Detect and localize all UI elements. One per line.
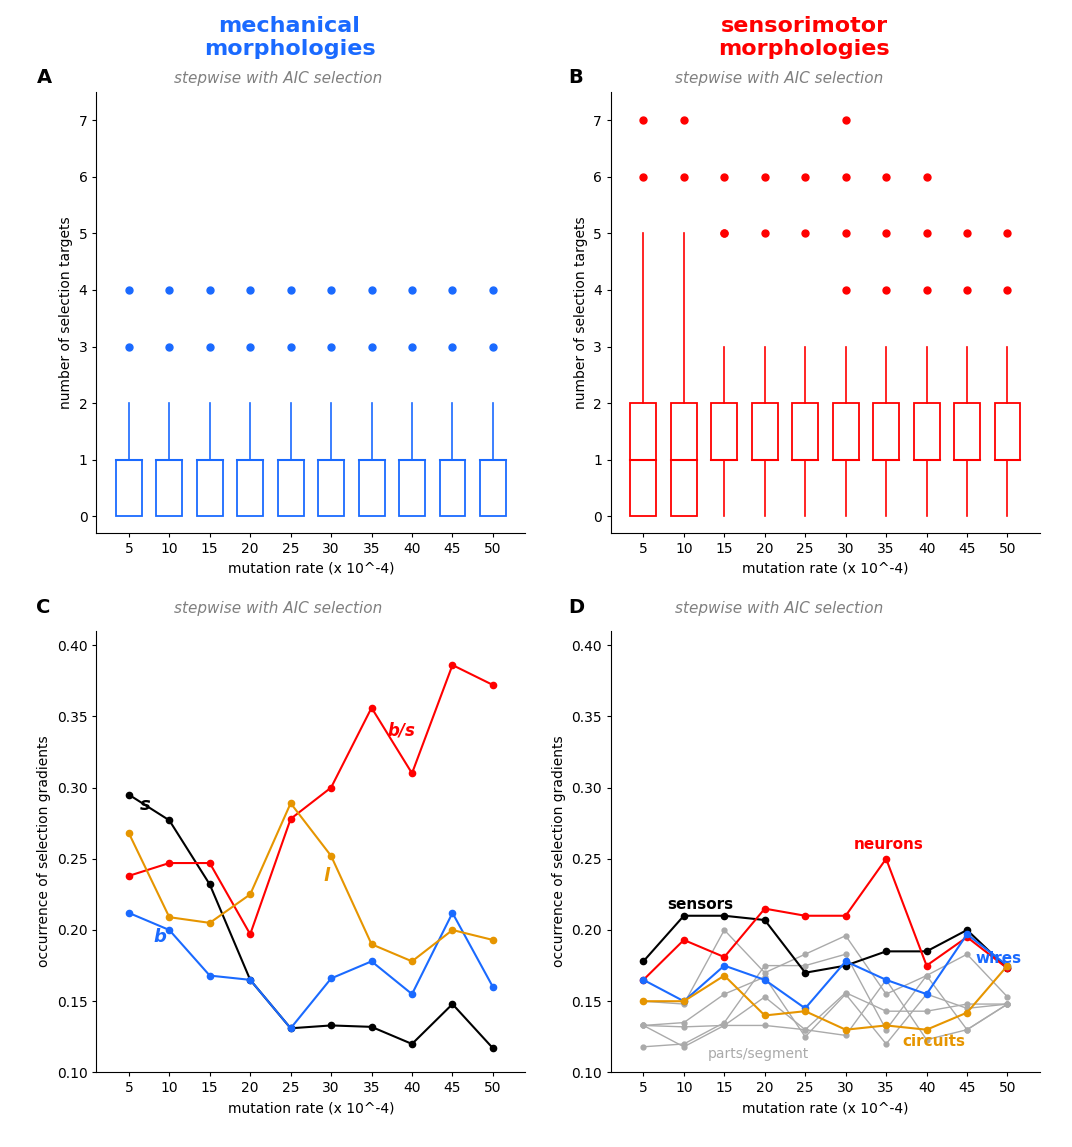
Bar [751,403,777,460]
Bar [399,460,425,516]
Text: stepwise with AIC selection: stepwise with AIC selection [675,601,883,616]
Bar [913,403,939,460]
Text: neurons: neurons [853,837,924,852]
Text: b/s: b/s [388,721,416,740]
Text: D: D [568,599,584,617]
Bar [359,460,385,516]
Bar [712,403,738,460]
Bar [440,460,465,516]
Y-axis label: occurrence of selection gradients: occurrence of selection gradients [552,736,566,967]
Text: mechanical
morphologies: mechanical morphologies [204,16,375,58]
Bar [157,460,182,516]
Text: stepwise with AIC selection: stepwise with AIC selection [675,71,883,86]
Bar [874,403,899,460]
X-axis label: mutation rate (x 10^-4): mutation rate (x 10^-4) [742,562,909,576]
Text: circuits: circuits [903,1033,965,1048]
Text: l: l [323,867,329,884]
Text: C: C [36,599,50,617]
Bar [480,460,506,516]
Bar [995,403,1021,460]
X-axis label: mutation rate (x 10^-4): mutation rate (x 10^-4) [227,1101,394,1115]
Bar [318,460,344,516]
Bar [116,460,142,516]
Text: b: b [153,928,166,946]
X-axis label: mutation rate (x 10^-4): mutation rate (x 10^-4) [742,1101,909,1115]
Bar [197,460,223,516]
Text: stepwise with AIC selection: stepwise with AIC selection [174,71,382,86]
Text: s: s [139,796,150,813]
Text: sensors: sensors [668,897,734,912]
Text: B: B [568,68,583,87]
Bar [278,460,303,516]
Y-axis label: number of selection targets: number of selection targets [574,217,587,408]
Text: stepwise with AIC selection: stepwise with AIC selection [174,601,382,616]
Bar [237,460,263,516]
Y-axis label: occurrence of selection gradients: occurrence of selection gradients [38,736,51,967]
Text: sensorimotor
morphologies: sensorimotor morphologies [718,16,890,58]
Y-axis label: number of selection targets: number of selection targets [59,217,73,408]
Bar [833,403,859,460]
Bar [954,403,980,460]
Text: A: A [36,68,51,87]
Text: parts/segment: parts/segment [709,1047,809,1061]
Text: wires: wires [976,951,1022,966]
X-axis label: mutation rate (x 10^-4): mutation rate (x 10^-4) [227,562,394,576]
Bar [630,403,656,516]
Bar [792,403,818,460]
Bar [671,403,697,516]
